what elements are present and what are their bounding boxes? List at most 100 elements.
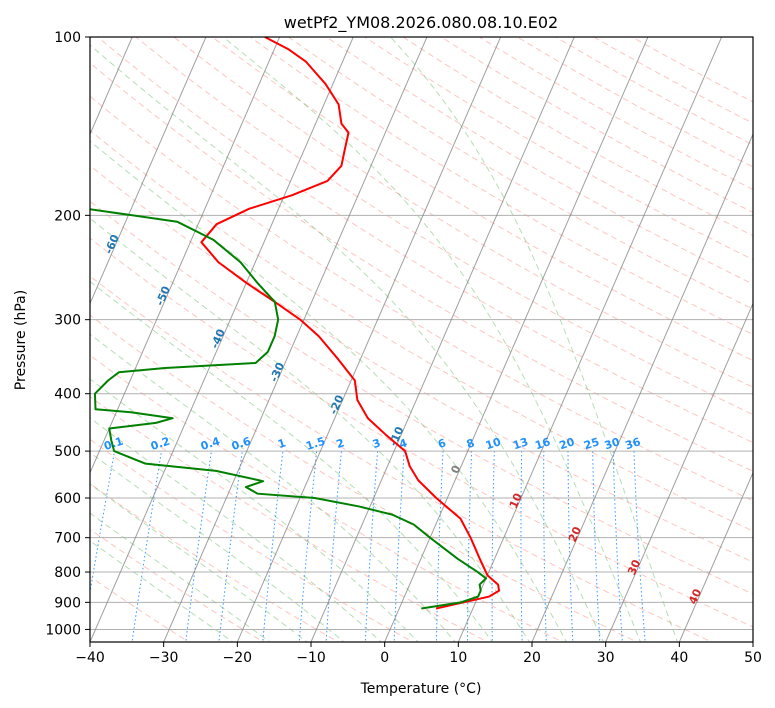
isotherm-line xyxy=(384,37,649,642)
mixing-ratio-label: 1.5 xyxy=(304,435,327,453)
dry-adiabat xyxy=(90,314,639,642)
mixing-ratio-label: 10 xyxy=(484,435,503,452)
y-tick-label: 600 xyxy=(54,491,81,507)
y-tick-label: 200 xyxy=(54,208,81,224)
mixing-ratio-line xyxy=(90,451,116,596)
moist-adiabat xyxy=(90,417,382,642)
dry-adiabat xyxy=(96,37,753,444)
moist-adiabat xyxy=(90,333,456,642)
mixing-ratio-line xyxy=(262,451,284,642)
isotherm-line xyxy=(457,37,723,642)
mixing-ratio-line xyxy=(131,451,162,642)
y-tick-label: 800 xyxy=(54,565,81,581)
isotherm-line xyxy=(752,640,753,642)
x-tick-label: 10 xyxy=(449,650,467,666)
isotherm-label: -80 xyxy=(0,136,16,160)
mixing-ratio-line xyxy=(364,451,379,642)
mixing-ratio-label: 25 xyxy=(582,435,601,452)
mixing-ratio-line xyxy=(218,451,243,642)
dry-adiabat xyxy=(90,164,753,563)
mixing-ratio-label: 0.2 xyxy=(149,435,172,453)
isotherm-line xyxy=(90,37,281,474)
mixing-ratio-label: 36 xyxy=(624,435,643,452)
dry-adiabat xyxy=(90,129,753,532)
dry-adiabat xyxy=(90,237,753,628)
x-tick-label: 30 xyxy=(597,650,615,666)
moist-adiabat xyxy=(90,483,308,642)
y-tick-label: 300 xyxy=(54,313,81,329)
dry-adiabat xyxy=(287,37,753,310)
moist-adiabat xyxy=(90,451,345,642)
y-tick-label: 100 xyxy=(54,30,81,46)
moist-adiabat xyxy=(90,512,271,642)
mixing-ratio-line xyxy=(520,451,523,642)
dry-adiabat xyxy=(325,37,753,285)
mixing-ratio-label: 30 xyxy=(603,435,622,452)
mixing-ratio-label: 0.1 xyxy=(102,435,125,453)
mixing-ratio-line xyxy=(325,451,342,642)
x-tick-label: −10 xyxy=(296,650,326,666)
isotherm-line xyxy=(236,37,502,642)
dry-adiabat xyxy=(402,37,753,237)
mixing-ratio-label: 4 xyxy=(397,436,409,451)
y-tick-label: 400 xyxy=(54,387,81,403)
moist-adiabat xyxy=(90,217,531,642)
mixing-ratio-line xyxy=(567,451,574,642)
isotherm-line xyxy=(605,302,753,642)
mixing-ratio-label: 6 xyxy=(436,436,448,451)
dry-adiabat xyxy=(90,95,753,502)
mixing-ratio-line xyxy=(491,451,495,642)
mixing-ratio-lines xyxy=(90,451,646,642)
dry-adiabat xyxy=(135,37,753,416)
y-tick-label: 900 xyxy=(54,595,81,611)
chart-title: wetPf2_YM08.2026.080.08.10.E02 xyxy=(284,13,558,33)
x-tick-label: 20 xyxy=(523,650,541,666)
dry-adiabat xyxy=(630,37,753,103)
x-tick-label: −20 xyxy=(223,650,253,666)
isotherm-line xyxy=(531,132,753,642)
y-axis-label: Pressure (hPa) xyxy=(13,290,29,390)
isotherm-label: 40 xyxy=(686,587,704,607)
sounding-traces xyxy=(90,37,501,610)
isotherm-line xyxy=(310,37,575,642)
axes: −40 −30 −20 −10 0 10 20 30 40 5010020030040050060… xyxy=(45,30,762,666)
dry-adiabat xyxy=(90,200,753,595)
x-tick-label: 40 xyxy=(670,650,688,666)
mixing-ratio-line xyxy=(467,451,473,642)
mixing-ratio-label: 16 xyxy=(533,435,552,452)
x-tick-label: 50 xyxy=(744,650,762,666)
moist-adiabat xyxy=(90,140,568,642)
dry-adiabats xyxy=(90,37,753,642)
dry-adiabat xyxy=(90,438,414,642)
isotherm-label: 20 xyxy=(566,524,584,544)
dry-adiabat xyxy=(90,528,265,642)
plot-frame xyxy=(89,36,754,643)
isotherm-label: 30 xyxy=(625,557,643,577)
moist-adiabat xyxy=(90,540,234,642)
isotherm-label: -70 xyxy=(50,182,70,206)
dry-adiabat xyxy=(249,37,753,336)
mixing-ratio-line xyxy=(592,451,601,642)
isotherm-line xyxy=(90,37,354,642)
y-tick-label: 1000 xyxy=(45,622,81,638)
moist-adiabat xyxy=(222,37,641,642)
isotherm-line xyxy=(90,37,133,136)
dry-adiabat xyxy=(592,37,753,124)
x-tick-label: −30 xyxy=(149,650,179,666)
mixing-ratio-line xyxy=(435,451,444,642)
mixing-ratio-line xyxy=(185,451,212,642)
x-tick-label: −40 xyxy=(75,650,105,666)
moist-adiabat xyxy=(90,44,605,642)
isotherm-line xyxy=(163,37,428,642)
dry-adiabat xyxy=(440,37,753,213)
temperature-trace xyxy=(200,37,501,610)
dry-adiabat xyxy=(516,37,753,168)
mixing-ratio-label: 1 xyxy=(276,436,287,451)
moist-adiabat xyxy=(90,378,419,642)
x-axis-label: Temperature (°C) xyxy=(360,681,482,697)
mixing-ratio-line xyxy=(543,451,547,642)
isotherm-line xyxy=(678,471,753,642)
mixing-ratio-label: 3 xyxy=(371,436,382,451)
y-tick-label: 700 xyxy=(54,531,81,547)
